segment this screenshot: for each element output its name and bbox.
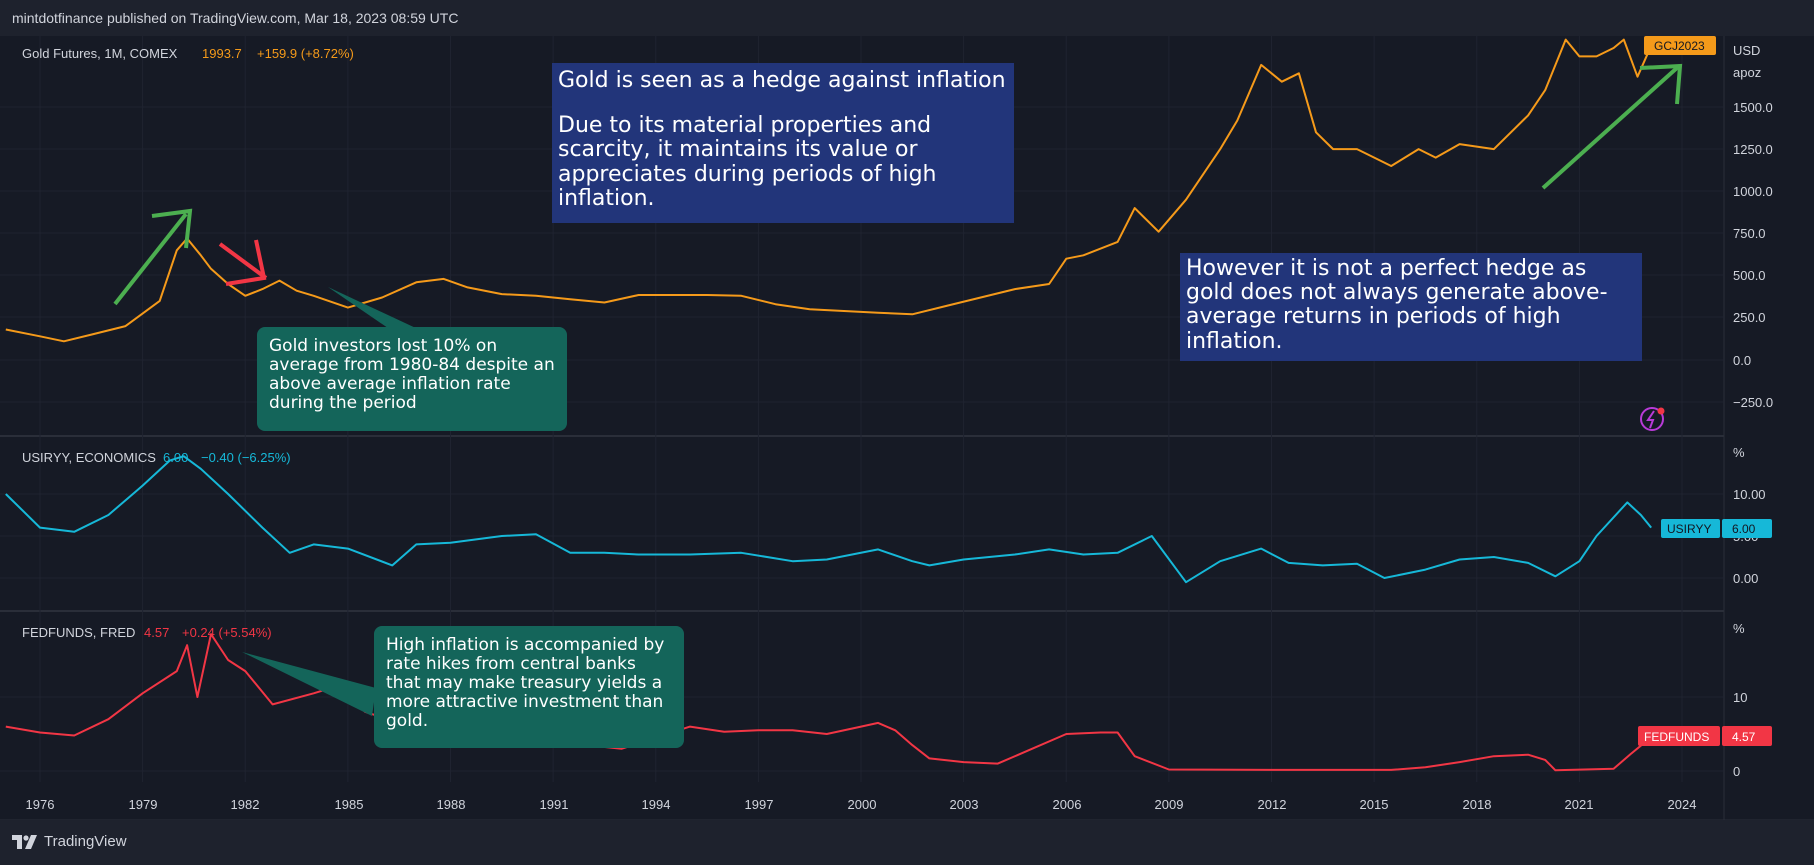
x-tick-label: 2021: [1565, 797, 1594, 812]
tradingview-logo-icon: [12, 834, 37, 849]
hedge-title: Gold is seen as a hedge against inflatio…: [558, 68, 1006, 93]
publisher-bar: mintdotfinance published on TradingView.…: [0, 0, 1814, 36]
gold-tick: 0.0: [1733, 353, 1751, 368]
callout-tail-investors: [328, 287, 420, 339]
not-perfect-annotation[interactable]: However it is not a perfect hedge as gol…: [1180, 253, 1642, 361]
gold-tick: 750.0: [1733, 226, 1766, 241]
alert-icon[interactable]: [1640, 407, 1665, 431]
fed-tag-value-badge: [1722, 726, 1772, 746]
fed-tag-value: 4.57: [1732, 730, 1756, 744]
tradingview-logo[interactable]: TradingView: [12, 833, 127, 850]
x-tick-label: 1979: [129, 797, 158, 812]
gold-value: 1993.7: [202, 46, 242, 61]
x-tick-label: 1982: [231, 797, 260, 812]
x-tick-label: 2009: [1155, 797, 1184, 812]
gold-tag-badge: [1644, 36, 1716, 55]
fed-tag: FEDFUNDS: [1644, 730, 1709, 744]
x-tick-label: 2012: [1258, 797, 1287, 812]
gold-tick: 250.0: [1733, 310, 1766, 325]
series-lines: [5, 37, 1656, 772]
gold-tick: 500.0: [1733, 268, 1766, 283]
series-line-fed[interactable]: [5, 633, 1652, 772]
series-line-gold[interactable]: [5, 37, 1656, 343]
gold-tick: 1250.0: [1733, 142, 1773, 157]
cpi-change: −0.40 (−6.25%): [201, 450, 291, 465]
gold-tick: −250.0: [1733, 395, 1773, 410]
gold-unit: apoz: [1733, 65, 1761, 80]
x-tick-label: 2015: [1360, 797, 1389, 812]
x-tick-label: 2024: [1668, 797, 1697, 812]
fed-tick: 10: [1733, 690, 1747, 705]
gold-currency: USD: [1733, 43, 1760, 58]
green-arrow-up-right[interactable]: [1541, 63, 1683, 190]
callout-tail-rate-hikes: [242, 652, 376, 716]
series-line-cpi[interactable]: [5, 455, 1652, 584]
branding-bar: TradingView: [0, 820, 1814, 865]
fed-unit: %: [1733, 621, 1745, 636]
x-tick-label: 2003: [950, 797, 979, 812]
x-tick-label: 1988: [437, 797, 466, 812]
green-arrow-up-left[interactable]: [113, 208, 193, 306]
cpi-symbol[interactable]: USIRYY, ECONOMICS: [22, 450, 156, 465]
hedge-annotation[interactable]: Gold is seen as a hedge against inflatio…: [552, 63, 1014, 223]
x-tick-label: 2018: [1463, 797, 1492, 812]
gold-tag: GCJ2023: [1654, 39, 1705, 53]
gold-change: +159.9 (+8.72%): [257, 46, 354, 61]
gold-tick: 1500.0: [1733, 100, 1773, 115]
brand-text: TradingView: [44, 833, 127, 850]
rate-hikes-text: High inflation is accompanied by rate hi…: [386, 635, 665, 732]
fed-tick: 0: [1733, 764, 1740, 779]
hedge-body: Due to its material properties and scarc…: [558, 113, 937, 211]
published-by: mintdotfinance published on TradingView.…: [12, 10, 459, 26]
x-tick-label: 1991: [540, 797, 569, 812]
fed-tag-badge: [1638, 726, 1720, 746]
investors-lost-callout[interactable]: Gold investors lost 10% on average from …: [257, 327, 567, 431]
x-tick-label: 1985: [335, 797, 364, 812]
cpi-tag-badge: [1661, 519, 1720, 538]
cpi-unit: %: [1733, 445, 1745, 460]
cpi-tag-value: 6.00: [1732, 522, 1756, 536]
x-tick-label: 2000: [848, 797, 877, 812]
cpi-tick: 10.00: [1733, 487, 1766, 502]
fed-change: +0.24 (+5.54%): [182, 625, 272, 640]
cpi-tick: 0.00: [1733, 571, 1758, 586]
fed-symbol[interactable]: FEDFUNDS, FRED: [22, 625, 135, 640]
fed-value: 4.57: [144, 625, 169, 640]
cpi-tag: USIRYY: [1667, 522, 1711, 536]
gold-tick: 1000.0: [1733, 184, 1773, 199]
red-arrow-down[interactable]: [218, 239, 268, 286]
x-tick-label: 1994: [642, 797, 671, 812]
x-tick-label: 1976: [26, 797, 55, 812]
not-perfect-text: However it is not a perfect hedge as gol…: [1186, 256, 1608, 354]
investors-lost-text: Gold investors lost 10% on average from …: [269, 336, 555, 414]
x-tick-label: 1997: [745, 797, 774, 812]
cpi-value: 6.00: [163, 450, 188, 465]
cpi-tag-value-badge: [1722, 519, 1772, 538]
gold-symbol[interactable]: Gold Futures, 1M, COMEX: [22, 46, 178, 61]
rate-hikes-callout[interactable]: High inflation is accompanied by rate hi…: [374, 626, 684, 748]
x-tick-label: 2006: [1053, 797, 1082, 812]
